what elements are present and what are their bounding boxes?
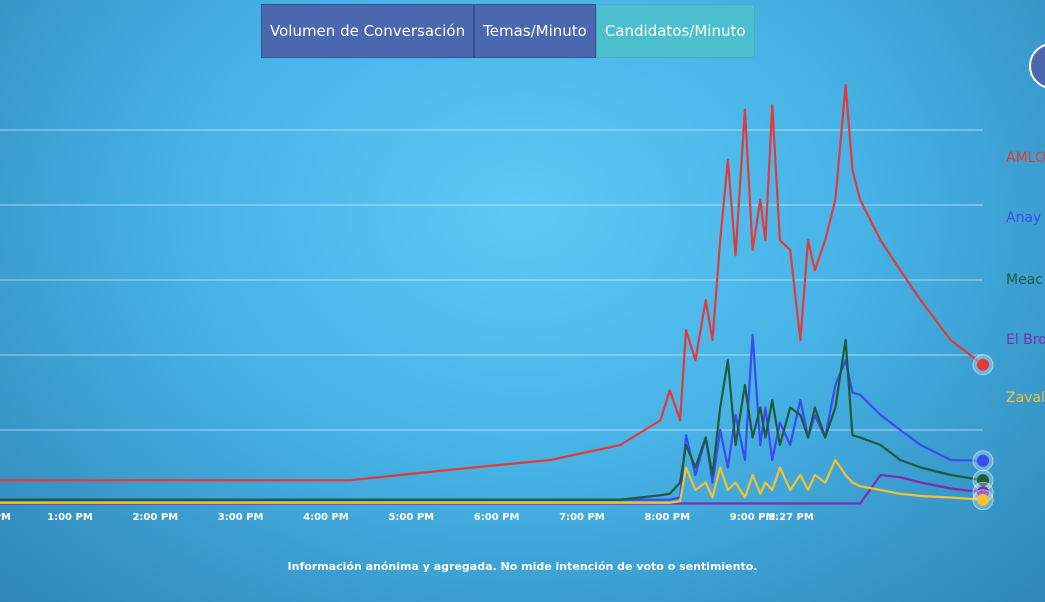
chart: 12:00 PM 1:00 PM 2:00 PM 3:00 PM 4:00 PM 5:00…	[0, 44, 1045, 523]
x-tick-label: 1:00 PM	[47, 512, 93, 523]
x-tick-label: 9:00 PM	[730, 512, 776, 523]
tab[interactable]: Temas/Minuto	[474, 4, 596, 58]
disclaimer: Información anónima y agregada. No mide …	[287, 560, 758, 573]
series-line	[0, 83, 984, 482]
x-tick-label: 5:00 PM	[388, 512, 434, 523]
series-line	[0, 458, 984, 504]
series-line	[0, 333, 984, 501]
x-tick-label: 4:00 PM	[303, 512, 349, 523]
end-point	[977, 493, 989, 506]
legend-label: Meac	[1006, 272, 1043, 288]
legend-label: El Bro	[1006, 332, 1045, 348]
x-tick-label: 2:00 PM	[132, 512, 178, 523]
end-point	[977, 474, 989, 487]
x-tick-label: 7:00 PM	[559, 512, 605, 523]
x-tick-label: 8:00 PM	[644, 512, 690, 523]
tab[interactable]: Candidatos/Minuto	[595, 4, 755, 58]
end-point	[977, 454, 989, 467]
end-point	[977, 358, 989, 371]
legend-label: Anay	[1006, 210, 1041, 226]
legend-label: Zaval	[1006, 390, 1045, 406]
x-tick-label: 9:27 PM	[768, 512, 814, 523]
x-tick-label: 12:00 PM	[0, 512, 11, 523]
avatar[interactable]	[1029, 44, 1045, 88]
x-tick-label: 3:00 PM	[218, 512, 264, 523]
tab-bar: Volumen de Conversación Temas/Minuto Can…	[261, 4, 755, 58]
x-tick-label: 6:00 PM	[474, 512, 520, 523]
legend-label: AMLO	[1006, 150, 1045, 166]
series-line	[0, 338, 984, 501]
tab[interactable]: Volumen de Conversación	[261, 4, 475, 58]
